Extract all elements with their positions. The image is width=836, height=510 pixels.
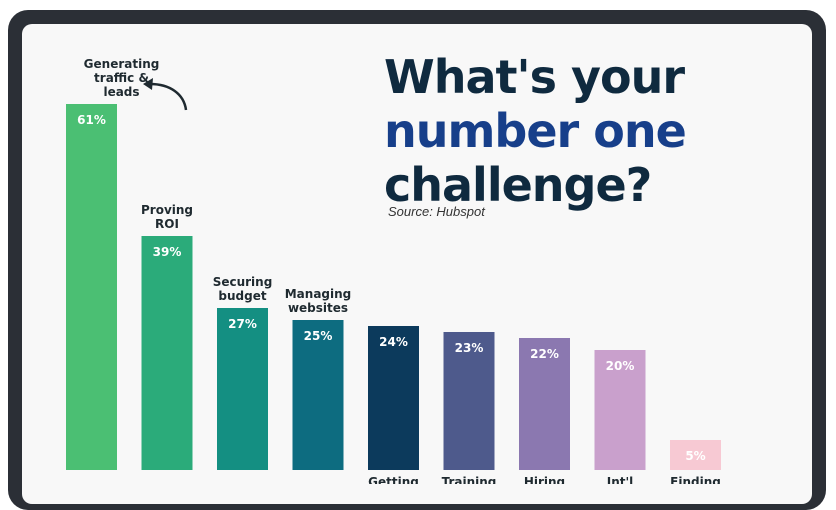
category-label: Proving ROI	[141, 203, 193, 231]
bar-value-label: 39%	[153, 245, 182, 259]
category-label: Getting	[368, 475, 419, 484]
bar	[217, 308, 268, 470]
bar-value-label: 20%	[606, 359, 635, 373]
category-label: Training	[442, 475, 497, 484]
bar-value-label: 23%	[455, 341, 484, 355]
bar	[141, 236, 193, 470]
category-label: Hiring	[524, 475, 565, 484]
category-label: Finding	[670, 475, 721, 484]
bar	[66, 104, 117, 470]
bar	[670, 440, 721, 470]
category-label: Generating traffic & leads	[84, 57, 160, 99]
bar	[368, 326, 419, 470]
bar-value-label: 22%	[530, 347, 559, 361]
bar-value-label: 24%	[379, 335, 408, 349]
bar	[443, 332, 495, 470]
category-label: Int'l	[607, 475, 634, 484]
category-label: Securing budget	[213, 275, 273, 303]
title-line-3: challenge?	[384, 158, 652, 212]
bar-value-label: 5%	[685, 449, 705, 463]
title-line-1: What's your	[384, 50, 685, 104]
bar-value-label: 61%	[77, 113, 106, 127]
bar	[519, 338, 570, 470]
title-line-2: number one	[384, 104, 687, 158]
bar	[292, 320, 344, 470]
curved-arrow-icon	[143, 78, 188, 111]
chart-title: What's your number one challenge?	[384, 50, 814, 212]
bar-value-label: 27%	[228, 317, 257, 331]
chart-source: Source: Hubspot	[388, 204, 485, 219]
bar	[594, 350, 646, 470]
category-label: Managing websites	[285, 287, 352, 315]
bar-value-label: 25%	[304, 329, 333, 343]
bar-chart: 61% Generating traffic & leads 39% Proving ROI…	[66, 57, 721, 484]
